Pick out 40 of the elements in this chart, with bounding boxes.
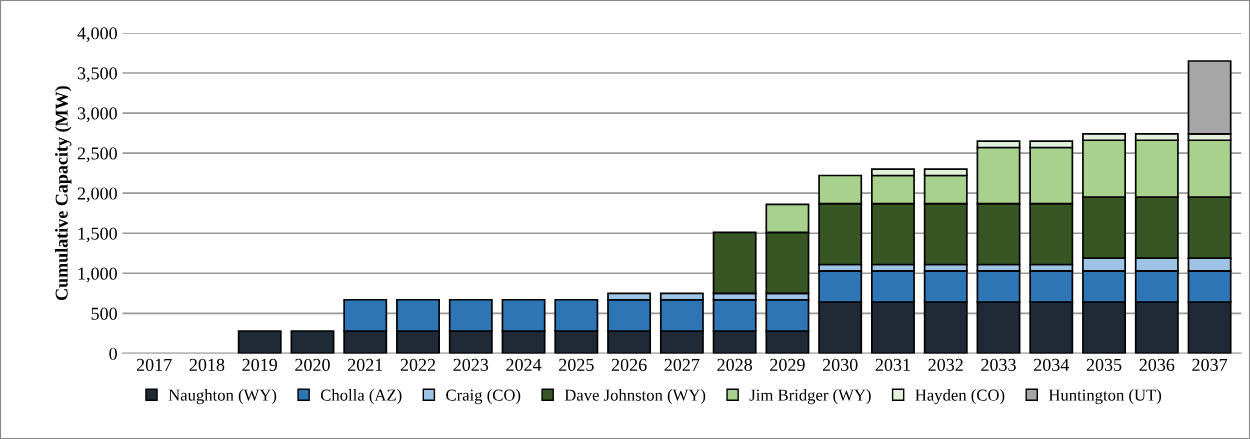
y-axis-title: Cumulative Capacity (MW)	[55, 86, 72, 301]
x-tick-label: 2021	[347, 358, 383, 371]
x-tick-label: 2026	[611, 358, 647, 371]
legend-label: Craig (CO)	[446, 389, 521, 405]
x-tick-label: 2019	[242, 358, 278, 371]
y-tick-label: 3,000	[77, 107, 117, 123]
y-tick-label: 2,500	[77, 147, 117, 163]
legend-label: Huntington (UT)	[1048, 389, 1162, 405]
x-tick-label: 2032	[928, 358, 963, 371]
y-tick-label: 0	[109, 347, 117, 360]
x-tick-label: 2031	[875, 358, 910, 371]
y-tick-label: 1,000	[78, 267, 117, 283]
x-tick-label: 2018	[189, 358, 225, 371]
y-tick-label: 3,500	[77, 67, 117, 83]
x-tick-label: 2025	[559, 358, 594, 371]
x-tick-label: 2034	[1034, 358, 1070, 371]
x-tick-label: 2028	[717, 358, 753, 371]
legend-label: Dave Johnston (WY)	[564, 389, 706, 405]
x-tick-label: 2023	[453, 358, 489, 371]
legend-label: Cholla (AZ)	[320, 389, 402, 405]
y-tick-label: 1,500	[78, 227, 117, 243]
x-tick-label: 2020	[295, 358, 330, 371]
x-tick-label: 2027	[664, 358, 700, 371]
x-tick-label: 2029	[770, 358, 805, 371]
x-tick-label: 2024	[506, 358, 542, 371]
x-tick-label: 2035	[1086, 358, 1122, 371]
bar	[237, 330, 282, 354]
legend-label: Naughton (WY)	[168, 389, 277, 405]
legend-label: Hayden (CO)	[915, 389, 1005, 405]
y-tick-label: 4,000	[77, 27, 117, 42]
x-tick-label: 2017	[136, 358, 172, 371]
x-tick-label: 2037	[1192, 358, 1228, 371]
x-tick-label: 2033	[981, 358, 1016, 371]
x-tick-label: 2030	[822, 358, 858, 371]
y-tick-label: 500	[91, 307, 117, 320]
bar	[290, 330, 335, 354]
legend-label: Jim Bridger (WY)	[749, 389, 871, 405]
x-tick-label: 2036	[1139, 358, 1175, 371]
y-tick-label: 2,000	[77, 187, 117, 203]
x-tick-label: 2022	[400, 358, 436, 371]
